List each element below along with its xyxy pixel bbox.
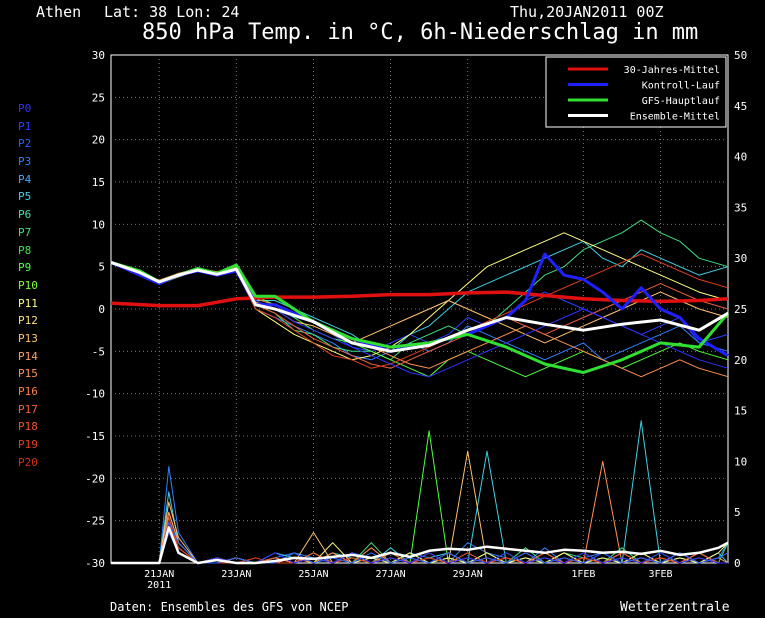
x-tick-label-year: 2011 (147, 580, 171, 591)
y-left-tick-label: 0 (98, 303, 105, 316)
member-precip-line (111, 450, 728, 564)
member-precip-line (111, 521, 729, 564)
y-left-tick-label: 20 (92, 134, 105, 147)
member-temperature-line (110, 261, 729, 344)
y-left-tick-label: 15 (92, 176, 105, 189)
ensemble-mean-precip-line (111, 526, 729, 565)
member-label-p2: P2 (18, 137, 32, 151)
y-left-tick-label: 10 (92, 218, 105, 231)
y-right-tick-label: 25 (734, 303, 747, 316)
member-label-p8: P8 (18, 243, 32, 257)
member-precip-line (111, 521, 728, 564)
member-label-p6: P6 (18, 208, 32, 222)
y-left-tick-label: -15 (85, 430, 105, 443)
member-label-p16: P16 (18, 385, 38, 398)
member-legend: P0 P1 P2 P3 P4 P5 P6 P7 P8 P9 P10 P11 P12 P13 P14 P15 P1… (18, 100, 38, 471)
member-precip-line (111, 460, 729, 564)
member-label-p19: P19 (18, 438, 38, 452)
member-label-p17: P17 (18, 402, 38, 416)
member-label-p5: P5 (18, 190, 32, 204)
legend-label: Ensemble-Mittel (630, 112, 720, 123)
y-left-tick-label: -30 (85, 557, 105, 570)
member-label-p15: P15 (18, 367, 38, 381)
member-label-p13: P13 (18, 331, 38, 345)
member-label-p20: P20 (18, 455, 38, 469)
x-tick-label: 27JAN (376, 569, 406, 580)
y-right-tick-label: 5 (734, 506, 741, 519)
y-right-tick-label: 45 (734, 100, 747, 113)
x-tick-label: 1FEB (571, 569, 595, 580)
y-left-tick-label: 5 (98, 261, 105, 274)
series-line-30-jahres-mittel (110, 290, 729, 308)
member-label-p12: P12 (18, 314, 38, 328)
member-precip-line (111, 420, 729, 564)
y-right-tick-label: 30 (734, 252, 747, 265)
member-label-p7: P7 (18, 225, 32, 239)
x-tick-label: 23JAN (221, 569, 251, 580)
x-tick-label: 25JAN (298, 569, 328, 580)
legend-label: Kontroll-Lauf (642, 81, 720, 92)
forecast-date: Thu,20JAN2011 00Z (510, 3, 664, 21)
member-label-p11: P11 (18, 296, 38, 310)
data-source-note: Daten: Ensembles des GFS von NCEP (110, 600, 349, 614)
y-left-tick-label: -25 (85, 515, 105, 528)
y-left-tick-label: -10 (85, 388, 105, 401)
x-tick-label: 21JAN (144, 569, 174, 580)
y-left-tick-label: -5 (92, 345, 105, 358)
member-precip-line (111, 521, 729, 564)
member-precip-line (111, 430, 728, 564)
member-label-p0: P0 (18, 102, 32, 115)
legend-label: 30-Jahres-Mittel (624, 65, 720, 76)
member-label-p18: P18 (18, 420, 38, 434)
member-temperature-line (110, 261, 729, 378)
legend-label: GFS-Hauptlauf (642, 96, 720, 107)
member-temperature-line (110, 219, 729, 361)
member-label-p9: P9 (18, 261, 32, 275)
y-right-tick-label: 10 (734, 455, 747, 468)
y-right-tick-label: 50 (734, 49, 747, 62)
chart-title: 850 hPa Temp. in °C, 6h-Niederschlag in … (142, 20, 699, 45)
y-right-tick-label: 35 (734, 201, 747, 214)
member-label-p4: P4 (18, 172, 32, 186)
y-right-tick-label: 20 (734, 354, 747, 367)
y-left-tick-label: 25 (92, 91, 105, 104)
member-precip-line (111, 466, 729, 564)
member-label-p3: P3 (18, 155, 32, 169)
location-label: Athen (36, 3, 82, 21)
member-label-p10: P10 (18, 278, 38, 292)
brand-label: Wetterzentrale (620, 600, 730, 615)
member-temperature-line (110, 261, 729, 352)
x-tick-label: 29JAN (453, 569, 483, 580)
member-label-p14: P14 (18, 349, 38, 363)
y-left-tick-label: 30 (92, 49, 105, 62)
member-temperature-line (110, 261, 729, 378)
series-line-ensemble-mittel (110, 260, 729, 353)
y-left-tick-label: -20 (85, 472, 105, 485)
y-right-tick-label: 40 (734, 151, 747, 164)
y-right-tick-label: 0 (734, 557, 741, 570)
member-label-p1: P1 (18, 119, 32, 133)
member-temperature-line (110, 261, 729, 378)
y-right-tick-label: 15 (734, 405, 747, 418)
coordinates-label: Lat: 38 Lon: 24 (104, 3, 240, 21)
x-tick-label: 3FEB (648, 569, 672, 580)
